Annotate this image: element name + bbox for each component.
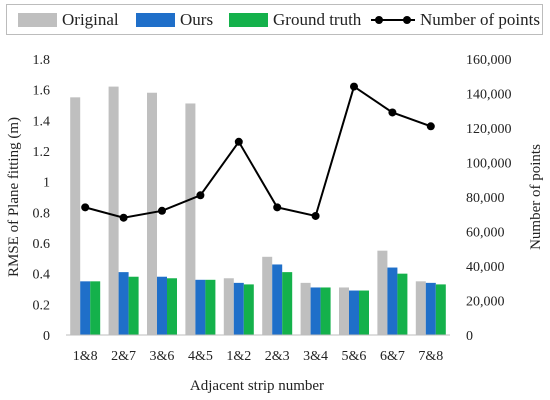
y2-tick-label: 0 — [466, 329, 473, 344]
points-marker — [350, 82, 358, 91]
x-tick-label: 2&7 — [111, 349, 136, 364]
y-tick-label: 0.2 — [33, 298, 51, 313]
y-tick-label: 0.6 — [33, 237, 51, 252]
y-axis-title: RMSE of Plane fitting (m) — [6, 117, 22, 277]
legend-label-points: Number of points — [420, 10, 540, 29]
x-tick-label: 5&6 — [342, 349, 367, 364]
y2-tick-label: 80,000 — [466, 191, 505, 206]
bar-ground-truth — [128, 276, 139, 335]
bar-original — [108, 86, 119, 335]
points-marker — [426, 122, 435, 131]
y-tick-label: 0 — [43, 329, 50, 344]
bar-ground-truth — [397, 273, 408, 335]
bar-ours — [157, 276, 167, 335]
points-marker — [196, 191, 205, 200]
x-tick-label: 1&8 — [73, 349, 98, 364]
bar-original — [339, 287, 349, 335]
x-axis: 1&8 2&7 3&6 4&5 1&2 2&3 3&4 5&6 6&7 7&8 — [73, 349, 443, 364]
y-tick-label: 1 — [43, 176, 50, 191]
right-axis: 0 20,000 40,000 60,000 80,000 100,000 120,000 1… — [466, 53, 512, 344]
bar-original — [70, 97, 81, 335]
bar-original — [377, 250, 388, 335]
y2-tick-label: 20,000 — [466, 295, 505, 310]
legend-item-ours: Ours — [136, 10, 214, 29]
points-marker — [119, 213, 128, 222]
points-marker — [158, 206, 166, 215]
y2-tick-label: 140,000 — [466, 88, 512, 103]
bar-ours — [195, 279, 206, 335]
legend-label-ground-truth: Ground truth — [273, 10, 362, 29]
points-marker — [273, 203, 282, 212]
y2-tick-label: 40,000 — [466, 260, 505, 275]
points-line-series — [81, 82, 435, 222]
y-tick-label: 0.8 — [33, 206, 51, 221]
x-tick-label: 2&3 — [265, 349, 290, 364]
y-tick-label: 1.8 — [33, 53, 51, 68]
points-marker — [81, 203, 90, 212]
legend-line-points — [371, 12, 415, 28]
x-tick-label: 1&2 — [226, 349, 251, 364]
legend-swatch-ours — [136, 13, 175, 27]
bar-ours — [272, 264, 283, 335]
points-marker — [388, 108, 397, 117]
left-axis: 0 0.2 0.4 0.6 0.8 1 1.2 1.4 1.6 1.8 — [33, 53, 51, 344]
points-marker — [311, 211, 320, 220]
bar-ground-truth — [282, 272, 293, 335]
x-tick-label: 7&8 — [418, 349, 443, 364]
bar-ours — [80, 281, 91, 335]
y-tick-label: 1.2 — [33, 145, 51, 160]
legend-label-original: Original — [62, 10, 119, 29]
bar-original — [223, 278, 234, 335]
bar-ground-truth — [435, 284, 446, 335]
bar-ours — [425, 282, 436, 335]
bar-ground-truth — [359, 290, 369, 335]
y2-tick-label: 60,000 — [466, 226, 505, 241]
bar-series — [70, 86, 446, 335]
legend-item-original: Original — [18, 10, 119, 29]
bar-ground-truth — [320, 287, 331, 335]
y-tick-label: 1.6 — [33, 84, 51, 99]
y2-tick-label: 100,000 — [466, 157, 512, 172]
legend: Original Ours Ground truth Number of poi… — [6, 4, 543, 35]
legend-item-ground-truth: Ground truth — [229, 10, 362, 29]
bar-ground-truth — [167, 278, 177, 335]
y-tick-label: 0.4 — [33, 268, 51, 283]
legend-swatch-original — [18, 13, 57, 27]
y2-axis-title: Number of points — [528, 144, 544, 250]
legend-item-points: Number of points — [371, 10, 540, 29]
bar-original — [185, 103, 196, 335]
y-tick-label: 1.4 — [33, 114, 51, 129]
bar-ours — [118, 272, 129, 335]
legend-swatch-ground-truth — [229, 13, 268, 27]
x-tick-label: 3&4 — [303, 349, 328, 364]
points-line — [84, 85, 432, 219]
legend-label-ours: Ours — [180, 10, 214, 29]
bar-ours — [233, 282, 244, 335]
y2-tick-label: 120,000 — [466, 122, 512, 137]
bar-original — [147, 92, 157, 335]
x-tick-label: 3&6 — [150, 349, 175, 364]
bar-original — [262, 256, 273, 335]
bar-ground-truth — [90, 281, 101, 335]
x-axis-title: Adjacent strip number — [190, 378, 324, 394]
x-tick-label: 4&5 — [188, 349, 213, 364]
bar-original — [415, 281, 426, 335]
bar-ours — [349, 290, 359, 335]
bar-ground-truth — [205, 279, 216, 335]
bar-original — [300, 282, 311, 335]
bar-ours — [310, 287, 321, 335]
points-marker — [234, 137, 243, 146]
x-tick-label: 6&7 — [380, 349, 405, 364]
y2-tick-label: 160,000 — [466, 53, 512, 68]
bar-ours — [387, 267, 398, 335]
bar-ground-truth — [243, 284, 254, 335]
